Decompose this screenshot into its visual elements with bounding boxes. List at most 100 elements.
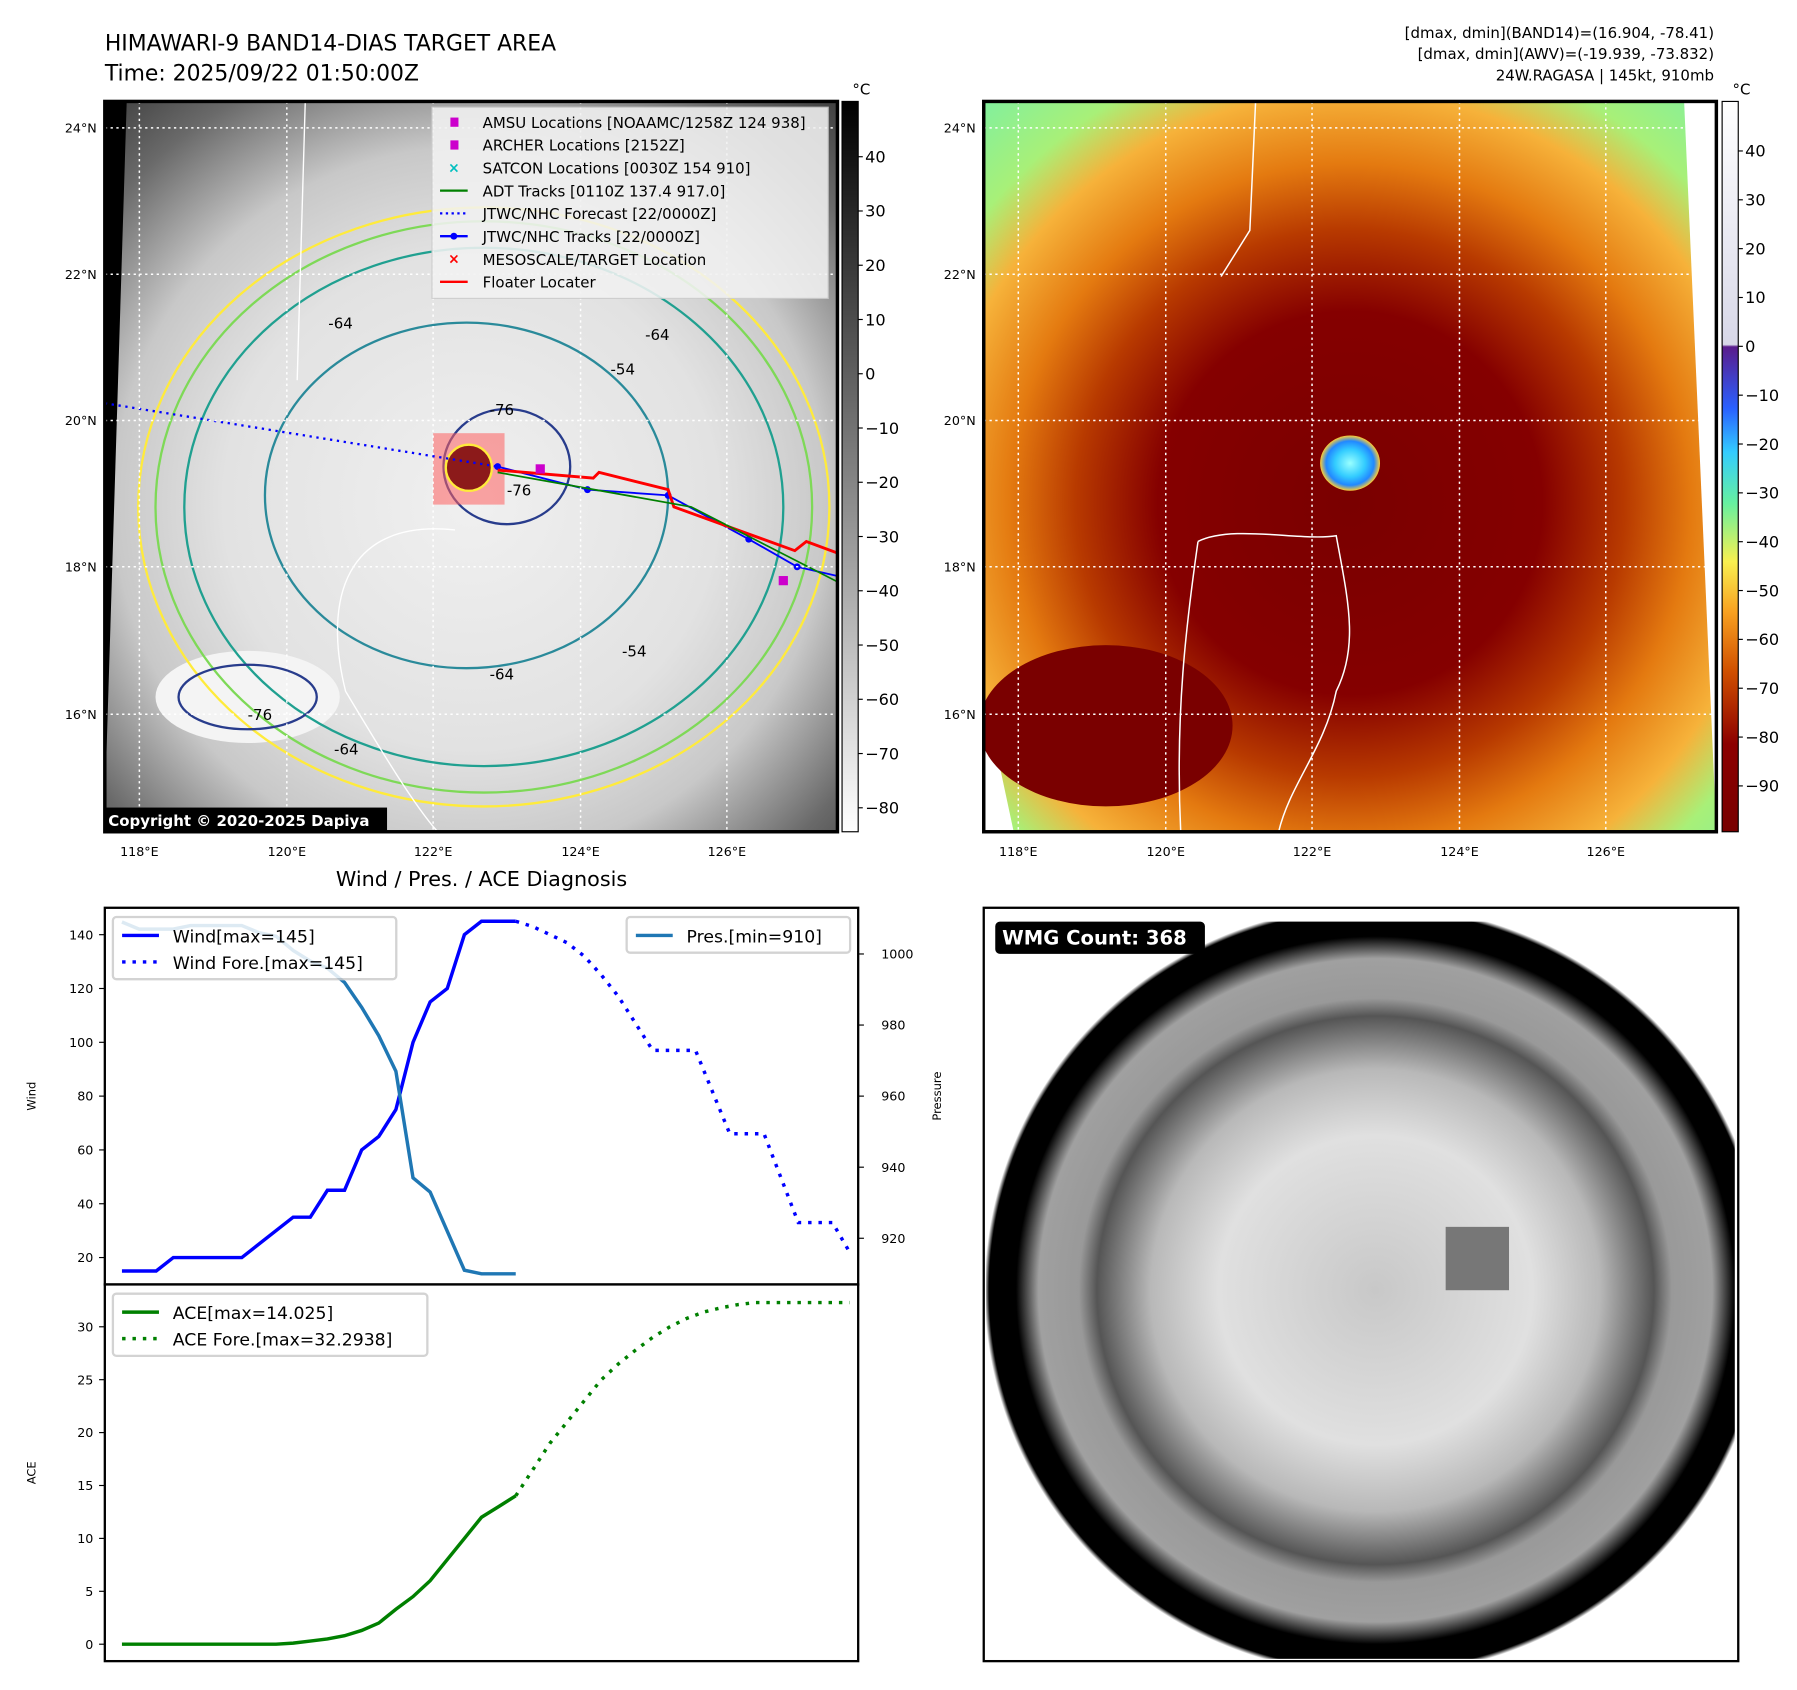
y-tick-label: 140 [69,927,93,942]
lon-tick-label: 118°E [120,844,158,859]
colorbar-right-ticks: 40 30 20 10 0 −10 −20 −30 −40 −50 −60 −70 −80 −90 [1738,142,1779,796]
lat-tick-label: 24°N [944,121,976,136]
colorbar-tick-label: −20 [1745,435,1779,454]
contour-labels: -76 -64 -54 -76 -64 -64 -54 -76 -64 [248,314,670,758]
colorbar-tick-label: −60 [865,690,899,709]
lat-tick-label: 16°N [944,707,976,722]
colorbar-tick-label: −50 [865,636,899,655]
lon-tick-label: 120°E [268,844,306,859]
contours [137,206,831,808]
eye-marker [444,443,494,492]
y-tick-label: 80 [77,1089,93,1104]
chart-title: Wind / Pres. / ACE Diagnosis [336,867,627,891]
lon-tick-label: 118°E [999,844,1037,859]
coastline [296,101,456,832]
legend-item: × SATCON Locations [0030Z 154 910] [448,160,750,178]
copyright: Copyright © 2020-2025 Dapiya [108,812,369,830]
colorbar-tick-label: −90 [1745,777,1779,796]
legend-item: × MESOSCALE/TARGET Location [448,251,706,269]
right-map-ticks: 118°E 120°E 122°E 124°E 126°E 24°N 22°N 20°N 18°… [944,121,1625,859]
colorbar-tick-label: 40 [1745,142,1766,161]
wmg-frame [982,906,1740,1663]
storm-eye [1320,435,1381,491]
lat-tick-label: 18°N [65,559,97,574]
legend-label: JTWC/NHC Tracks [22/0000Z] [482,228,700,246]
legend-label: JTWC/NHC Forecast [22/0000Z] [482,205,717,223]
lon-tick-label: 126°E [708,844,746,859]
colorbar-tick-label: −40 [865,582,899,601]
legend-label: ACE[max=14.025] [173,1304,333,1324]
legend-item: AMSU Locations [NOAAMC/1258Z 124 938] [450,114,806,132]
colorbar-tick-label: −80 [1745,728,1779,747]
colorbar-tick-label: −10 [865,419,899,438]
colorbar-tick-label: −70 [1745,679,1779,698]
svg-text:-54: -54 [622,643,646,661]
colorbar-tick-label: 30 [1745,191,1766,210]
left-map-frame [103,99,840,834]
y-tick-label: 30 [77,1319,93,1334]
lat-tick-label: 22°N [944,267,976,282]
series-line-0 [121,919,516,1273]
map-legend: AMSU Locations [NOAAMC/1258Z 124 938] ARC… [431,106,829,299]
y-tick-label: 100 [69,1035,93,1050]
legend-item: ADT Tracks [0110Z 137.4 917.0] [440,182,725,200]
map-nodata-edge [104,101,127,807]
colorbar-tick-label: −60 [1745,630,1779,649]
stats-band14: [dmax, dmin](BAND14)=(16.904, -78.41) [1405,24,1714,42]
y2-axis-label: Pressure [930,1072,944,1121]
legend-label: Wind Fore.[max=145] [173,954,363,974]
legend-label: SATCON Locations [0030Z 154 910] [483,160,751,178]
figure-title: HIMAWARI-9 BAND14-DIAS TARGET AREA [105,32,556,57]
legend-item: JTWC/NHC Tracks [22/0000Z] [440,228,700,246]
svg-text:-64: -64 [490,666,514,684]
wmg-count: WMG Count: 368 [1002,927,1187,950]
figure-time: Time: 2025/09/22 01:50:00Z [104,62,419,87]
y-tick-label: 25 [77,1372,93,1387]
y2-tick-label: 940 [881,1160,905,1175]
y-axis-label: ACE [25,1461,39,1484]
legend-dot-icon [450,232,458,240]
y-tick-label: 10 [77,1531,93,1546]
map-nodata-edge [1684,101,1717,832]
svg-text:-54: -54 [611,360,635,378]
y2-tick-label: 980 [881,1018,905,1033]
copyright-bg [104,807,388,832]
colorbar-tick-label: 10 [1745,288,1766,307]
colorbar-tick-label: −10 [1745,386,1779,405]
colorbar-left-unit: °C [852,81,870,99]
legend-label: Pres.[min=910] [687,927,822,947]
legend-label: AMSU Locations [NOAAMC/1258Z 124 938] [483,114,806,132]
y-tick-label: 20 [77,1425,93,1440]
wmg-label-bg [995,921,1205,954]
series-line-1 [514,1300,850,1497]
legend-label: Floater Locater [483,274,597,292]
series-line-1 [515,919,852,1254]
chart-legend: Pres.[min=910] [625,915,852,954]
lat-tick-label: 16°N [65,707,97,722]
svg-text:-76: -76 [507,481,531,499]
map-grid-right [983,101,1717,832]
y2-tick-label: 920 [881,1231,905,1246]
colorbar-tick-label: −20 [865,473,899,492]
legend-label: ADT Tracks [0110Z 137.4 917.0] [483,182,726,200]
series-line-0 [121,1494,517,1646]
chart-legend: Wind[max=145] Wind Fore.[max=145] [111,915,398,981]
coastline-taiwan [1220,101,1257,277]
y2-tick-label: 960 [881,1089,905,1104]
colorbar-right [1721,100,1739,833]
lon-tick-label: 122°E [414,844,452,859]
legend-label: MESOSCALE/TARGET Location [483,251,707,269]
legend-label: ACE Fore.[max=32.2938] [173,1331,393,1351]
lat-tick-label: 22°N [65,267,97,282]
colorbar-tick-label: −70 [865,744,899,763]
y-tick-label: 20 [77,1250,93,1265]
y2-tick-label: 1000 [881,947,913,962]
legend-item: JTWC/NHC Forecast [22/0000Z] [440,205,716,223]
ace-chart: 0 5 10 15 20 25 30 ACE ACE[max=14.025] ACE Fore.[… [25,1283,860,1663]
legend-item: ARCHER Locations [2152Z] [450,137,685,155]
lat-tick-label: 24°N [65,121,97,136]
legend-item: Floater Locater [440,274,596,292]
stats-awv: [dmax, dmin](AWV)=(-19.939, -73.832) [1418,45,1714,63]
y-tick-label: 40 [77,1196,93,1211]
lon-tick-label: 124°E [561,844,599,859]
